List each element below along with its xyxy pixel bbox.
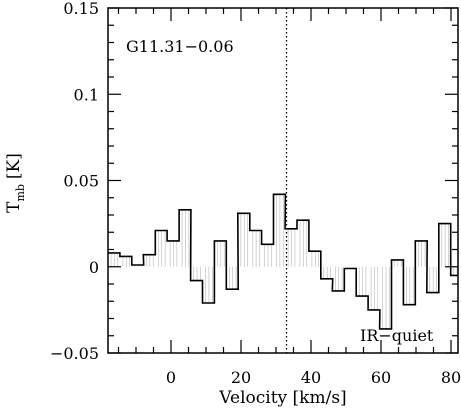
classification-label: IR−quiet [360, 326, 434, 345]
tick-labels: 0 20 40 60 80 −0.05 0 0.05 0.1 0.15 [50, 0, 461, 387]
y-tick-label: 0 [89, 258, 99, 277]
y-tick-label: −0.05 [50, 344, 99, 363]
x-tick-label: 20 [231, 368, 251, 387]
spectrum-line [108, 193, 458, 330]
x-tick-label: 80 [441, 368, 461, 387]
y-axis-symbol: T [4, 201, 24, 213]
x-tick-label: 40 [301, 368, 321, 387]
y-axis-subscript: mb [14, 184, 27, 201]
y-tick-label: 0.05 [63, 172, 99, 191]
axis-ticks [108, 7, 458, 354]
x-axis-label: Velocity [km/s] [218, 388, 346, 408]
plot-frame [107, 7, 459, 354]
spectrum-fill [110, 194, 458, 329]
x-tick-label: 0 [166, 368, 176, 387]
y-axis-unit: [K] [4, 153, 24, 179]
source-label: G11.31−0.06 [126, 37, 234, 56]
x-tick-label: 60 [371, 368, 391, 387]
y-axis-label: Tmb [K] [4, 153, 27, 213]
y-tick-label: 0.15 [63, 0, 99, 18]
y-tick-label: 0.1 [74, 85, 99, 104]
